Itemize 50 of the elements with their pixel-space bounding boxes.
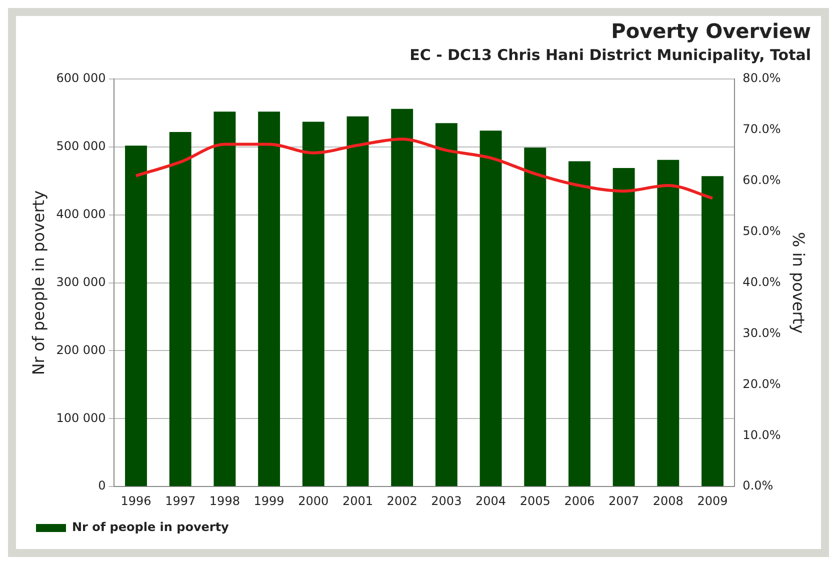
bar bbox=[258, 112, 280, 486]
y-tick-label: 600 000 bbox=[56, 71, 106, 86]
bar bbox=[657, 160, 680, 486]
bar bbox=[169, 132, 192, 486]
y2-tick-label: 70.0% bbox=[742, 122, 781, 136]
y2-tick-label: 60.0% bbox=[742, 173, 781, 188]
x-tick-label: 2002 bbox=[386, 494, 418, 508]
y2-tick-label: 0.0% bbox=[742, 478, 774, 493]
x-tick-label: 2004 bbox=[476, 494, 506, 508]
x-tick-label: 1999 bbox=[254, 494, 284, 508]
x-tick-label: 1996 bbox=[120, 494, 152, 508]
chart-title: Poverty Overview bbox=[611, 19, 811, 44]
bar bbox=[568, 161, 590, 486]
x-tick-label: 2003 bbox=[431, 494, 462, 508]
x-tick-label: 2006 bbox=[564, 494, 595, 508]
x-tick-label: 1997 bbox=[165, 494, 196, 508]
y-tick-label: 0 bbox=[98, 478, 106, 493]
x-tick-label: 2008 bbox=[652, 494, 684, 508]
y2-axis-title: % in poverty bbox=[789, 232, 808, 334]
bar bbox=[480, 130, 502, 486]
bar bbox=[125, 146, 147, 486]
bar bbox=[302, 122, 324, 486]
bar bbox=[612, 168, 635, 486]
x-tick-label: 1998 bbox=[209, 494, 240, 508]
x-tick-label: 2009 bbox=[697, 494, 728, 508]
y2-tick-label: 30.0% bbox=[742, 326, 781, 340]
x-tick-label: 2000 bbox=[298, 494, 329, 508]
y-tick-label: 300 000 bbox=[56, 274, 106, 289]
bar bbox=[702, 176, 724, 486]
x-tick-label: 2001 bbox=[342, 494, 374, 508]
x-tick-label: 2005 bbox=[520, 494, 550, 508]
y-tick-label: 400 000 bbox=[56, 206, 106, 221]
bar bbox=[391, 108, 414, 486]
y-tick-label: 500 000 bbox=[56, 139, 106, 154]
bar bbox=[346, 116, 369, 486]
y2-tick-label: 40.0% bbox=[742, 274, 781, 289]
y-axis-title: Nr of people in poverty bbox=[28, 190, 48, 376]
y2-tick-label: 20.0% bbox=[742, 376, 781, 391]
y-tick-label: 100 000 bbox=[56, 410, 106, 425]
bar bbox=[214, 112, 236, 486]
x-tick-label: 2007 bbox=[608, 494, 640, 508]
legend-label: Nr of people in poverty bbox=[72, 520, 230, 534]
y2-tick-label: 10.0% bbox=[742, 428, 781, 442]
bar bbox=[524, 148, 546, 486]
chart-subtitle: EC - DC13 Chris Hani District Municipality, Total bbox=[410, 46, 811, 64]
y2-tick-label: 80.0% bbox=[742, 71, 781, 86]
line-series bbox=[134, 138, 714, 200]
y2-tick-label: 50.0% bbox=[742, 224, 781, 238]
bar bbox=[435, 123, 458, 486]
y-tick-label: 200 000 bbox=[56, 342, 106, 357]
